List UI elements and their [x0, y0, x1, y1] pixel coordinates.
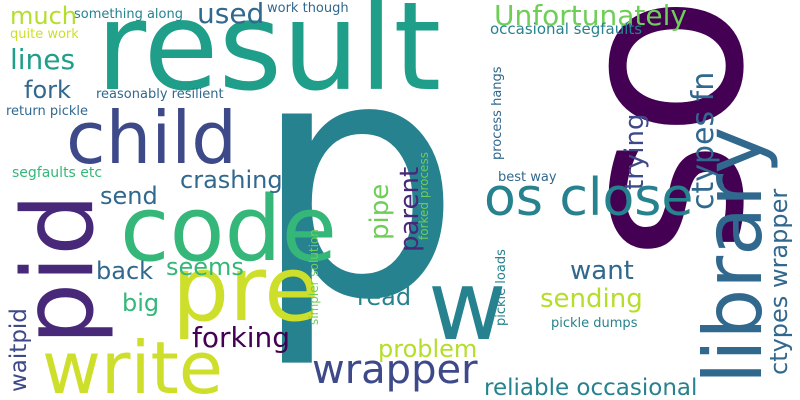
cloud-word: best way: [498, 170, 557, 185]
cloud-word: back: [96, 257, 154, 285]
cloud-word: quite work: [10, 27, 79, 42]
cloud-word: waitpid: [6, 308, 32, 392]
cloud-word: occasional segfaults: [490, 20, 643, 38]
cloud-word: ctypes wrapper: [765, 188, 793, 375]
cloud-word: w: [428, 250, 507, 362]
cloud-word: problem: [378, 335, 478, 363]
cloud-word: p: [252, 0, 462, 372]
cloud-word: crashing: [180, 166, 283, 194]
cloud-word: work though: [267, 1, 349, 16]
cloud-word: big: [122, 289, 160, 317]
cloud-word: pickle loads: [494, 249, 509, 326]
cloud-word: seems: [166, 253, 244, 281]
cloud-word: reasonably resilient: [96, 87, 224, 102]
cloud-word: pickle dumps: [551, 316, 638, 331]
cloud-word: read: [357, 283, 412, 311]
cloud-word: segfaults etc: [12, 165, 103, 181]
cloud-word: lines: [10, 43, 76, 76]
cloud-word: code: [120, 177, 338, 282]
cloud-word: process hangs: [490, 66, 505, 160]
cloud-word: wrapper: [312, 347, 478, 393]
cloud-word: forking: [192, 321, 291, 354]
cloud-word: something along: [74, 7, 183, 22]
cloud-word: Unfortunately: [494, 0, 687, 32]
cloud-word: child: [66, 96, 237, 180]
cloud-word: sending: [540, 284, 643, 314]
cloud-word: fork: [24, 76, 71, 104]
cloud-word: os close: [484, 168, 694, 228]
cloud-word: used: [197, 0, 265, 30]
cloud-word: forked process: [417, 152, 431, 240]
cloud-word: want: [570, 256, 634, 286]
cloud-word: send: [100, 182, 158, 210]
cloud-word: return pickle: [6, 104, 89, 119]
cloud-word: result: [96, 0, 442, 118]
cloud-word: trying: [620, 113, 650, 190]
cloud-word: pre: [172, 237, 320, 342]
cloud-word: ctypes fn: [686, 71, 721, 210]
cloud-word: simpler solution: [307, 229, 321, 325]
cloud-word: much: [10, 2, 77, 30]
cloud-word: reliable occasional: [484, 375, 698, 400]
cloud-word: write: [42, 326, 224, 400]
cloud-word: pipe: [365, 183, 395, 240]
